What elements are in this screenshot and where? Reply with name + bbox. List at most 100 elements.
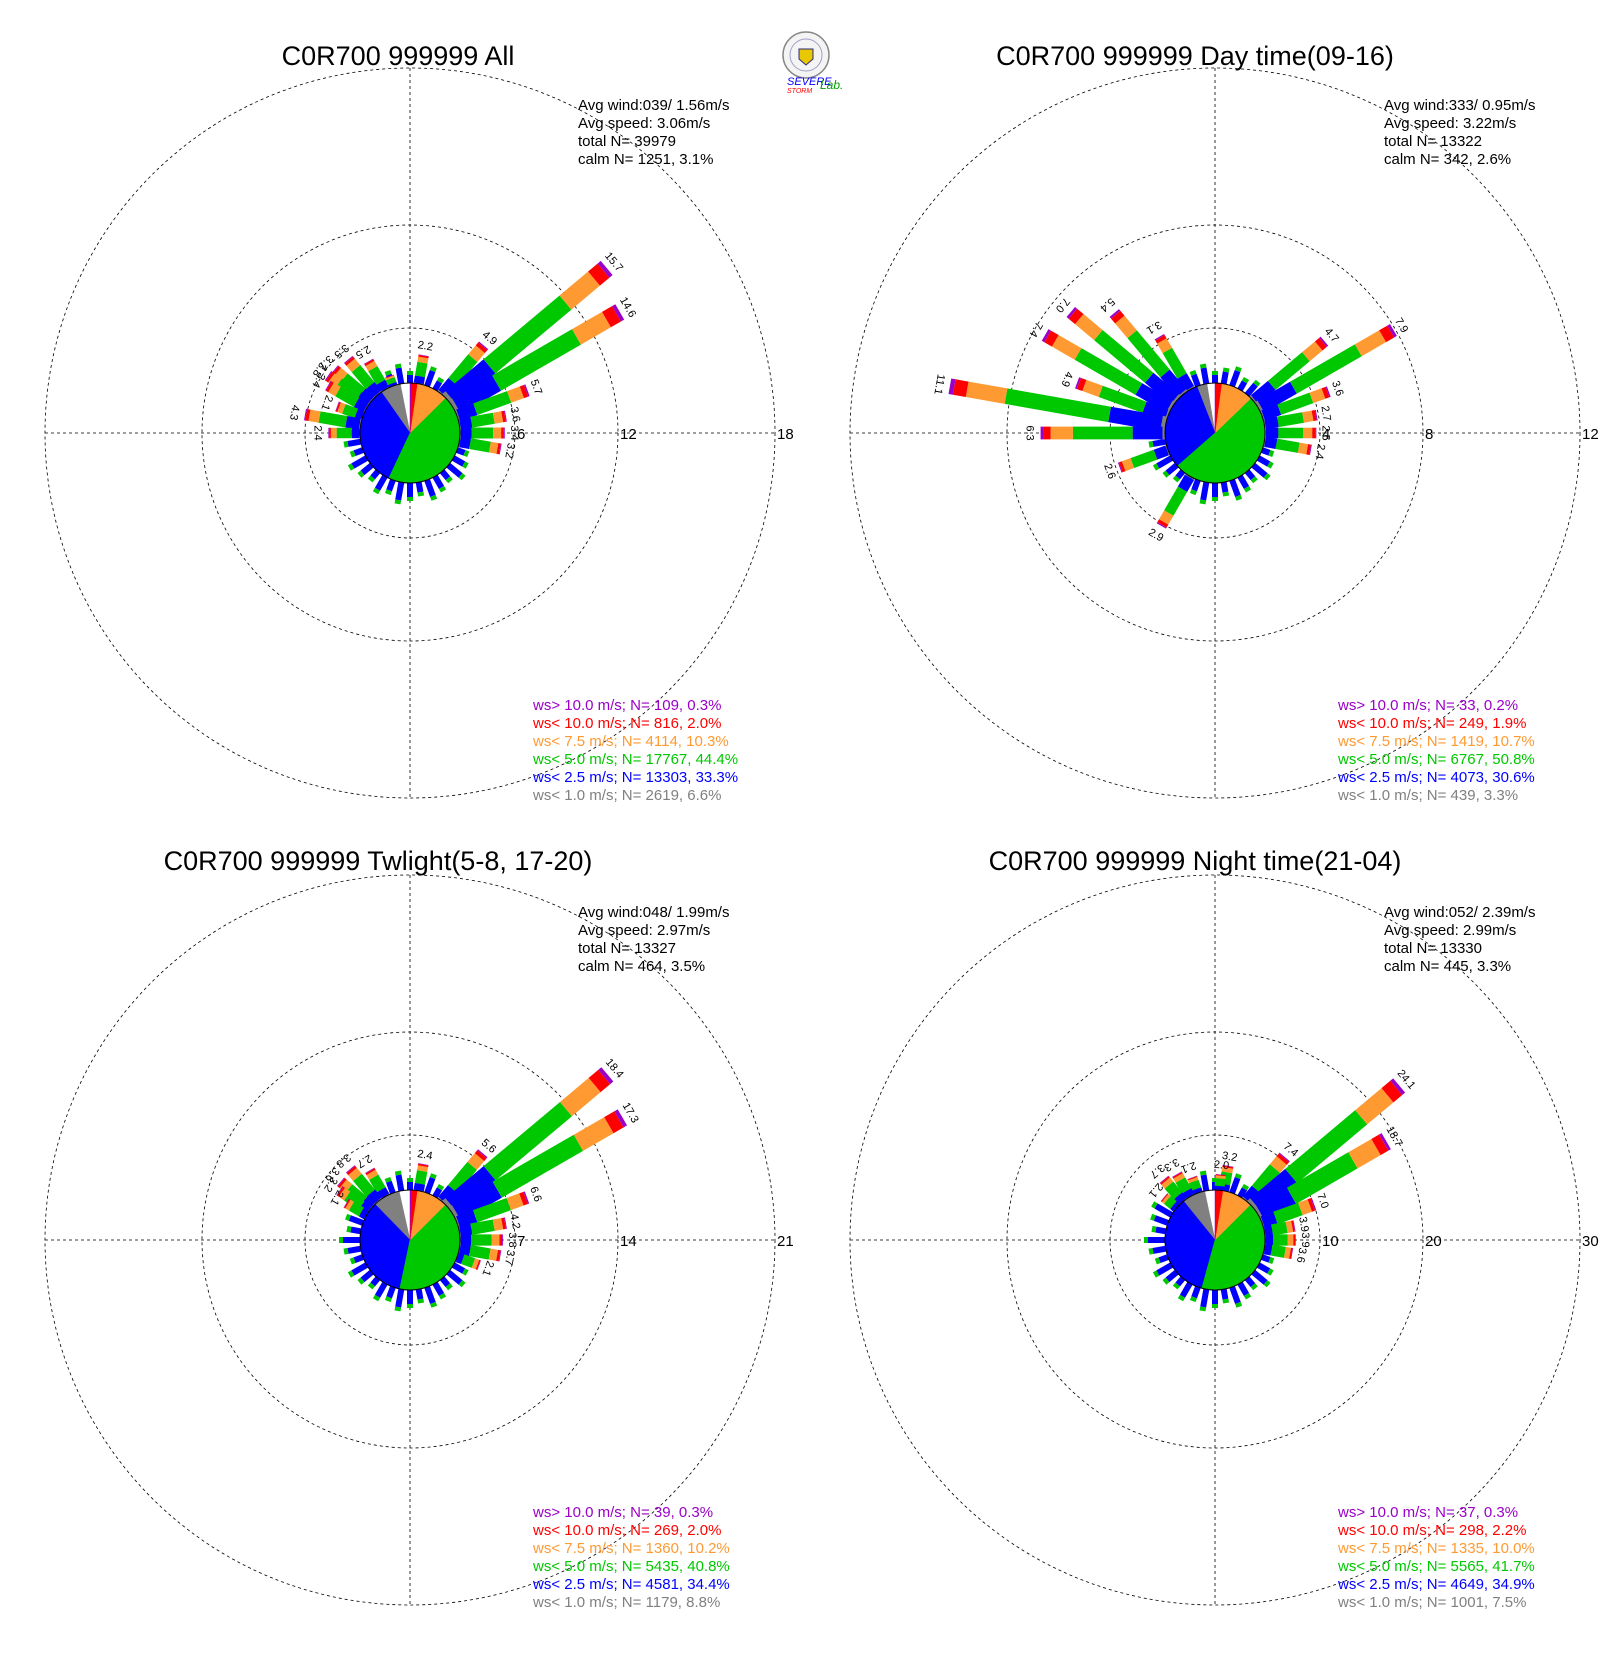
minor-spoke-tip	[1250, 1283, 1258, 1291]
minor-spoke-tip	[343, 1247, 349, 1255]
direction-bar: 3.9	[1265, 1232, 1311, 1248]
bar-segment	[519, 1191, 528, 1206]
bar-segment	[1321, 386, 1330, 399]
direction-bar: 2.1	[1179, 1159, 1203, 1195]
bar-segment	[1277, 392, 1314, 415]
bar-segment	[325, 381, 334, 393]
minor-spoke-tip	[430, 494, 438, 501]
bar-segment	[1267, 352, 1310, 390]
minor-spoke-tip	[1263, 1280, 1271, 1288]
bar-segment	[597, 260, 613, 278]
minor-spoke	[432, 1281, 445, 1297]
minor-spoke	[353, 1254, 365, 1263]
bar-value-label: 2.7	[355, 1152, 374, 1170]
legend-entry: ws< 1.0 m/s; N= 1001, 7.5%	[1337, 1594, 1526, 1611]
minor-spoke-tip	[1241, 376, 1250, 384]
minor-spoke-tip	[343, 440, 349, 448]
minor-spoke-tip	[1152, 1270, 1160, 1278]
minor-spoke-tip	[463, 450, 470, 458]
bar-segment	[1302, 341, 1323, 362]
legend-entry: ws< 2.5 m/s; N= 4073, 30.6%	[1337, 769, 1535, 786]
legend-entry: ws< 5.0 m/s; N= 17767, 44.4%	[532, 751, 738, 768]
minor-spoke-tip	[384, 1296, 392, 1303]
bar-segment	[339, 1179, 353, 1193]
minor-spoke-tip	[1222, 367, 1230, 373]
bar-segment	[335, 386, 360, 407]
direction-bar: 7.0	[1053, 295, 1181, 406]
direction-bar: 6.3	[1024, 425, 1165, 441]
bar-segment	[1121, 458, 1135, 472]
minor-spoke-tip	[1189, 1296, 1197, 1303]
bar-value-label: 2.5	[353, 343, 372, 361]
direction-bar: 14.6	[448, 295, 638, 416]
legend-entry: ws< 2.5 m/s; N= 4581, 34.4%	[532, 1576, 730, 1593]
minor-spoke-tip	[357, 1277, 365, 1285]
bar-segment	[470, 1219, 495, 1235]
bar-segment	[345, 416, 361, 430]
minor-spoke	[439, 1276, 451, 1288]
info-line: Avg wind:048/ 1.99m/s	[578, 904, 729, 921]
minor-spoke-tip	[394, 1170, 402, 1176]
minor-spoke-tip	[1162, 1277, 1170, 1285]
minor-spoke	[1200, 367, 1210, 385]
bar-segment	[1379, 325, 1395, 343]
minor-spoke	[353, 447, 365, 456]
bar-value-label: 3.7	[502, 1249, 516, 1266]
bar-value-label: 2.7	[1318, 405, 1332, 422]
bar-value-label: 7.0	[1053, 295, 1072, 314]
bar-segment	[559, 271, 600, 310]
bar-segment	[1177, 474, 1195, 492]
minor-spoke-tip	[1151, 1225, 1157, 1233]
bar-segment	[1162, 347, 1187, 379]
bar-segment	[1115, 315, 1137, 339]
minor-spoke	[1220, 481, 1229, 493]
info-line: total N= 13327	[578, 940, 676, 957]
bar-segment	[598, 1067, 614, 1085]
minor-spoke-tip	[1172, 475, 1181, 483]
bar-segment	[354, 408, 365, 421]
direction-bar: 2.6	[1265, 425, 1331, 441]
bar-segment	[1172, 1171, 1183, 1179]
wind-rose-panel-2: 4 8 12 C0R700 999999 Day time(09-16) Avg win…	[849, 41, 1599, 804]
legend-entry: ws< 5.0 m/s; N= 6767, 50.8%	[1337, 751, 1535, 768]
minor-spoke	[395, 481, 405, 501]
minor-spoke-tip	[347, 463, 355, 471]
bar-segment	[336, 1177, 345, 1187]
bar-value-label: 6.3	[1024, 425, 1036, 440]
bar-segment	[335, 378, 362, 402]
bar-segment	[1221, 1166, 1234, 1174]
minor-spoke	[1220, 1288, 1229, 1300]
info-line: Avg speed: 3.06m/s	[578, 115, 710, 132]
bar-segment	[442, 391, 458, 408]
ring-tick-label: 10	[1322, 1233, 1339, 1250]
minor-spoke	[348, 1215, 365, 1226]
ring-tick-label: 18	[777, 426, 794, 443]
bar-segment	[1170, 1201, 1180, 1212]
info-line: Avg speed: 2.99m/s	[1384, 922, 1516, 939]
bar-value-label: 7.4	[1027, 320, 1045, 339]
bar-segment	[1285, 1220, 1294, 1233]
minor-spoke-tip	[347, 1270, 355, 1278]
bar-segment	[1108, 406, 1163, 432]
bar-segment	[414, 361, 428, 378]
bar-segment	[1161, 1194, 1171, 1204]
minor-spoke	[1175, 469, 1186, 480]
direction-bar: 2.4	[1263, 436, 1327, 460]
bar-segment	[348, 1167, 362, 1182]
minor-spoke	[1237, 1187, 1248, 1199]
chart-title: C0R700 999999 Day time(09-16)	[996, 41, 1394, 71]
minor-spoke-tip	[436, 1183, 445, 1191]
minor-spoke	[1229, 1285, 1241, 1304]
minor-spoke-tip	[1222, 1298, 1230, 1304]
bar-segment	[483, 295, 572, 374]
bar-segment	[346, 1165, 357, 1176]
minor-spoke	[395, 1288, 405, 1308]
direction-bar: 5.4	[1098, 295, 1188, 399]
bar-segment	[1051, 334, 1082, 360]
bar-segment	[488, 1248, 499, 1261]
minor-spoke-tip	[1268, 450, 1275, 458]
direction-bar: 3.4	[309, 370, 370, 413]
info-line: calm N= 464, 3.5%	[578, 958, 705, 975]
minor-spoke-tip	[1241, 1183, 1250, 1191]
